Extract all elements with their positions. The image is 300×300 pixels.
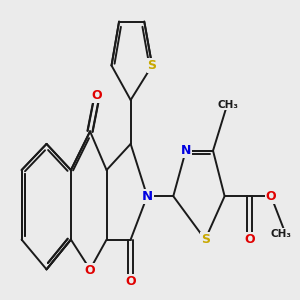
Text: S: S: [148, 59, 157, 72]
Text: O: O: [125, 275, 136, 288]
Text: O: O: [266, 190, 276, 203]
Text: CH₃: CH₃: [218, 100, 239, 110]
Text: O: O: [244, 233, 255, 246]
Text: N: N: [181, 144, 191, 157]
Text: O: O: [92, 89, 102, 102]
Text: S: S: [201, 233, 210, 246]
Text: CH₃: CH₃: [271, 229, 292, 239]
Text: O: O: [85, 264, 95, 278]
Text: N: N: [142, 190, 153, 203]
